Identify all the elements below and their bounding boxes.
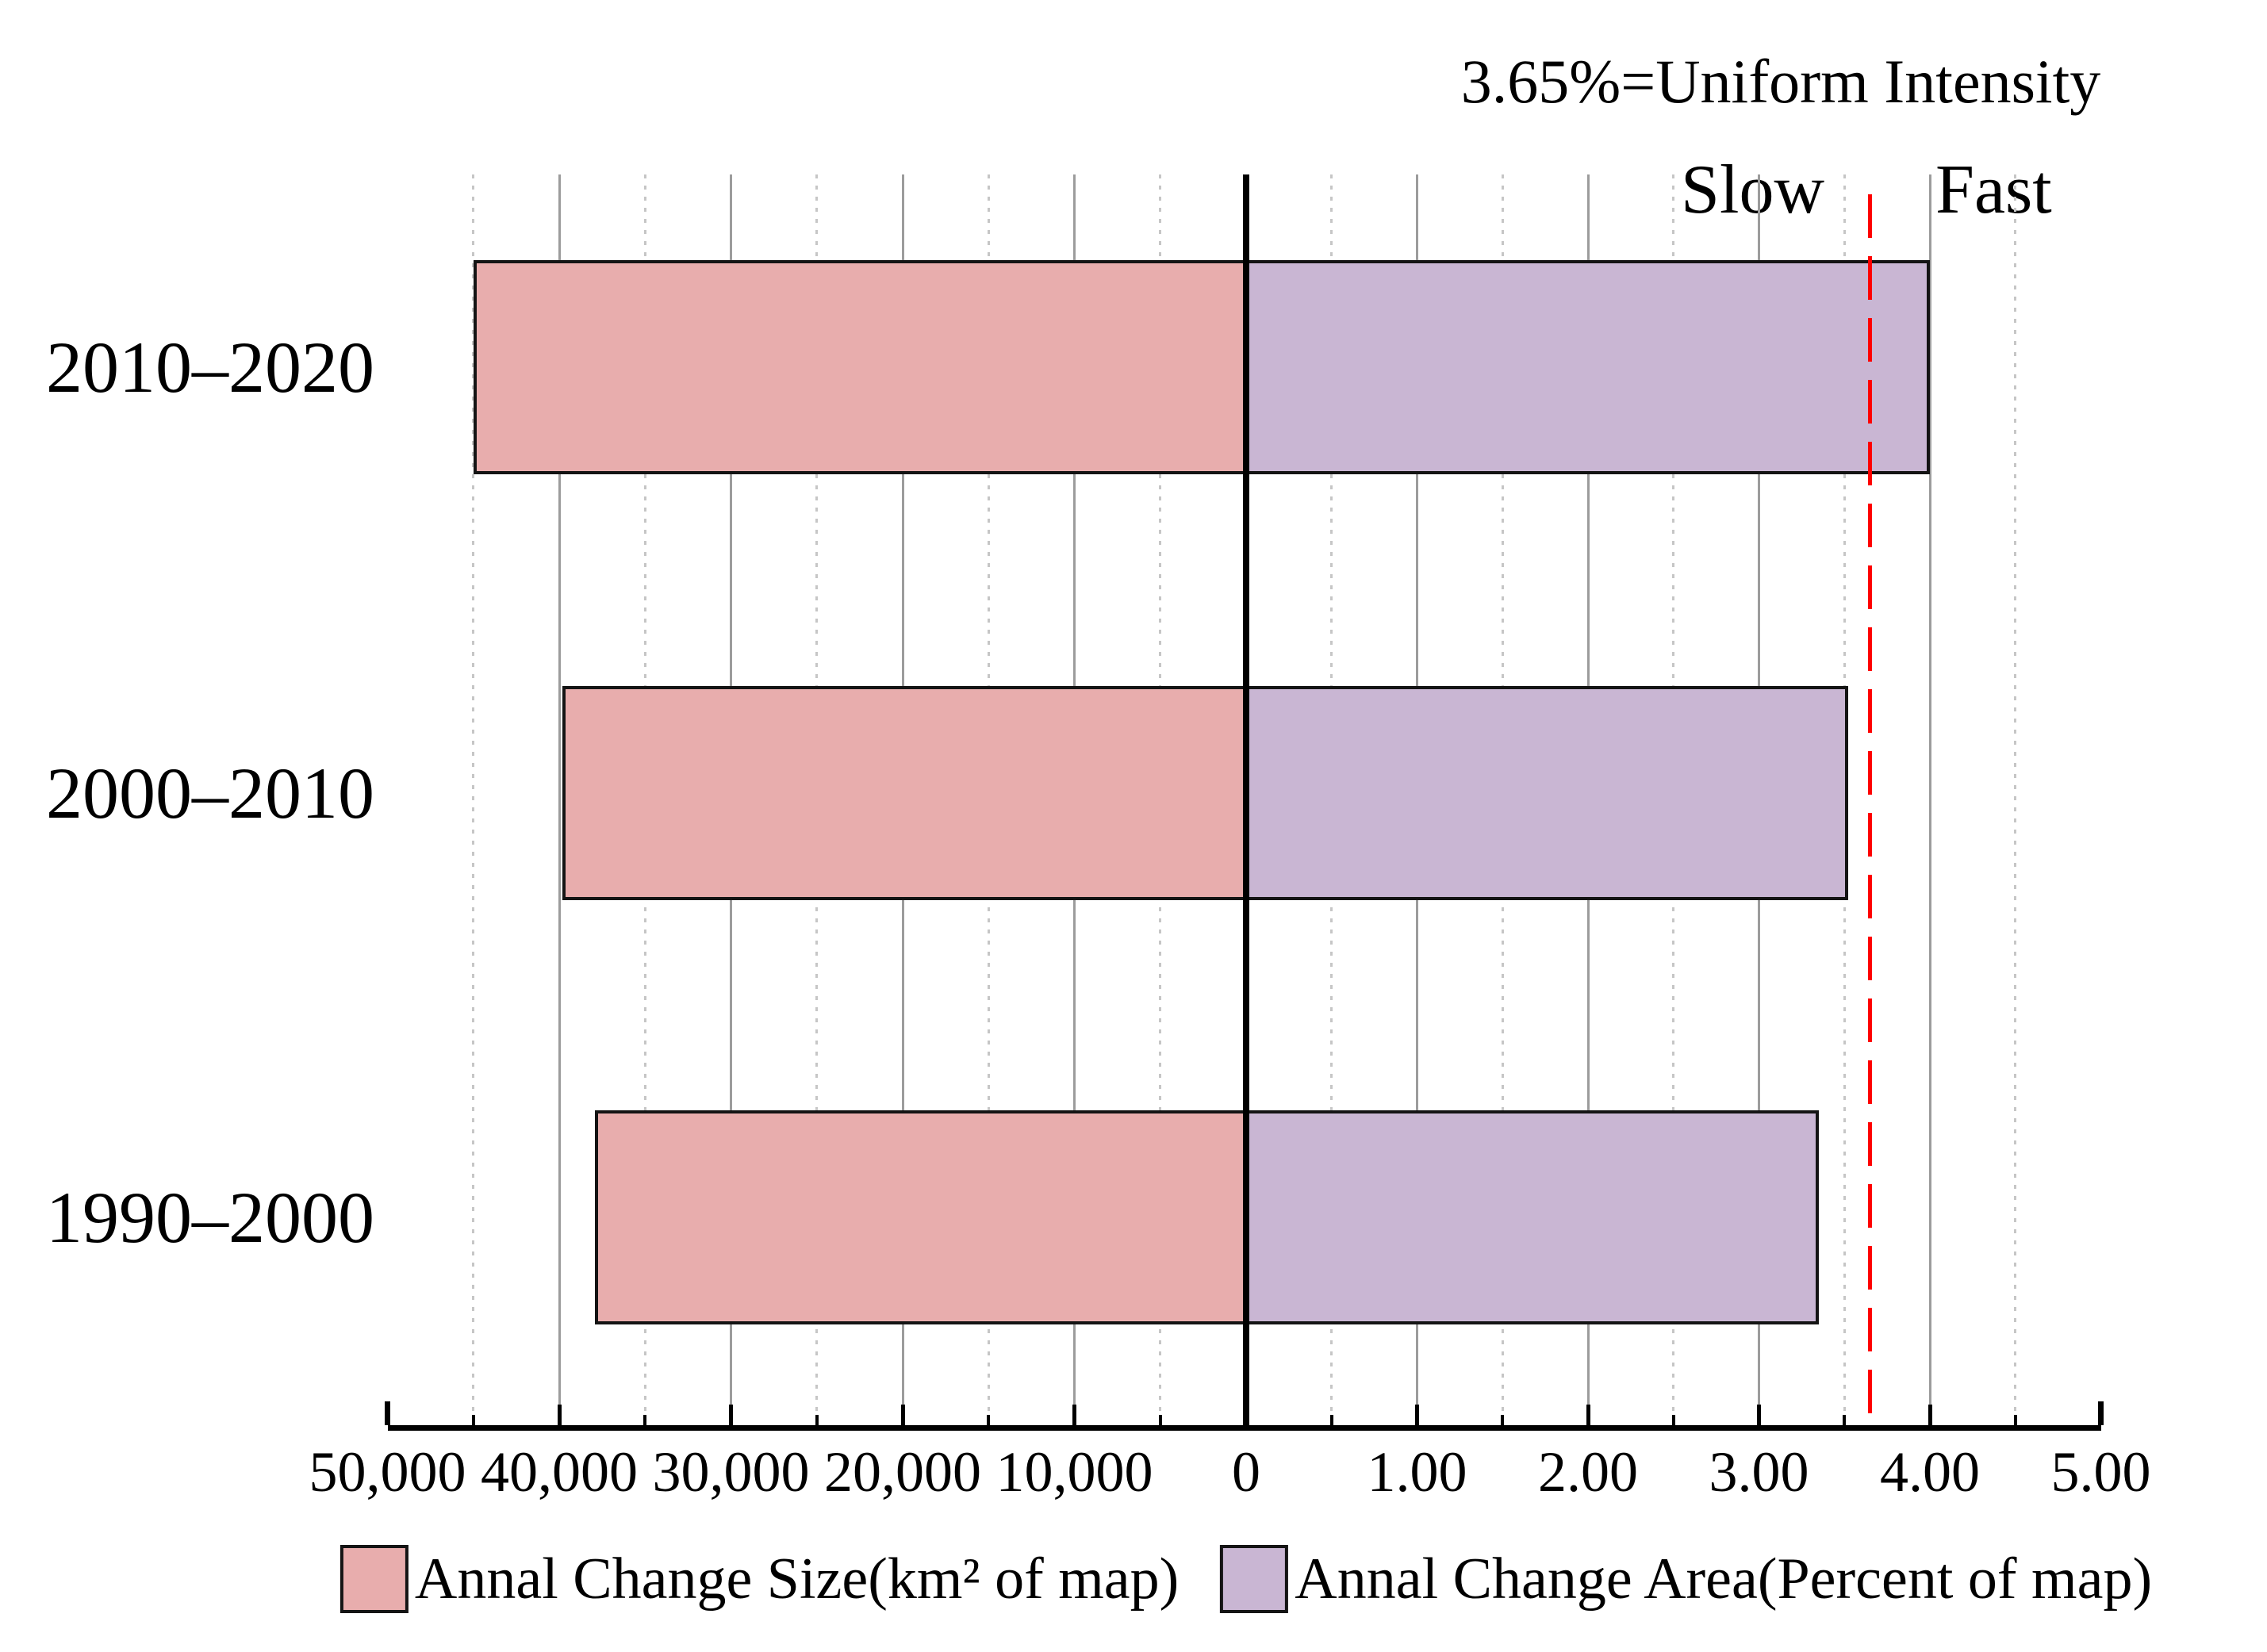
x-axis-line	[388, 1425, 2101, 1431]
category-label: 2010–2020	[46, 327, 374, 408]
x-tick-major	[900, 1405, 905, 1425]
x-tick-major	[1415, 1405, 1419, 1425]
gridline-minor	[2014, 174, 2017, 1425]
x-tick-major	[1072, 1405, 1076, 1425]
zero-axis-line	[1243, 174, 1249, 1425]
legend-swatch-change-size	[339, 1545, 409, 1613]
bar-annal-change-area-1990–2000	[1246, 1110, 1819, 1324]
slow-zone-label: Slow	[1681, 151, 1824, 228]
bar-annal-change-area-2010–2020	[1246, 260, 1930, 474]
legend: Annal Change Size(km² of map) Annal Chang…	[339, 1543, 2152, 1615]
category-label: 2000–2010	[46, 753, 374, 834]
x-tick-minor	[471, 1415, 475, 1425]
x-tick-minor	[987, 1415, 991, 1425]
x-tick-label: 2.00	[1538, 1440, 1638, 1504]
gridline-major	[558, 174, 561, 1425]
x-tick-label: 30,000	[652, 1440, 810, 1504]
x-tick-major	[1586, 1405, 1590, 1425]
x-tick-major	[1928, 1405, 1932, 1425]
uniform-intensity-reference-line	[1868, 194, 1873, 1425]
x-tick-major	[385, 1401, 390, 1425]
x-tick-major	[1757, 1405, 1761, 1425]
x-tick-label: 3.00	[1709, 1440, 1809, 1504]
bar-annal-change-area-2000–2010	[1246, 686, 1848, 900]
bar-annal-change-size-1990–2000	[595, 1110, 1246, 1324]
bar-annal-change-size-2000–2010	[562, 686, 1246, 900]
x-tick-label: 5.00	[2050, 1440, 2151, 1504]
x-tick-minor	[1158, 1415, 1162, 1425]
x-tick-minor	[1501, 1415, 1505, 1425]
gridline-minor	[472, 174, 475, 1425]
x-tick-minor	[1671, 1415, 1675, 1425]
x-tick-label: 20,000	[824, 1440, 981, 1504]
category-label: 1990–2000	[46, 1177, 374, 1258]
x-tick-minor	[1329, 1415, 1333, 1425]
legend-item: Annal Change Size(km² of map)	[339, 1543, 1180, 1615]
x-tick-label: 50,000	[309, 1440, 466, 1504]
x-tick-minor	[643, 1415, 647, 1425]
x-tick-major	[557, 1405, 562, 1425]
fast-zone-label: Fast	[1935, 151, 2052, 228]
x-tick-minor	[815, 1415, 819, 1425]
x-tick-label: 4.00	[1880, 1440, 1980, 1504]
x-tick-label: 0	[1232, 1440, 1260, 1504]
x-tick-minor	[1843, 1415, 1847, 1425]
legend-item: Annal Change Area(Percent of map)	[1220, 1543, 2152, 1615]
x-tick-label: 1.00	[1367, 1440, 1467, 1504]
legend-label: Annal Change Size(km² of map)	[414, 1547, 1180, 1612]
x-tick-label: 40,000	[481, 1440, 638, 1504]
x-tick-minor	[2013, 1415, 2017, 1425]
x-tick-major	[2098, 1401, 2104, 1425]
legend-label: Annal Change Area(Percent of map)	[1295, 1547, 2153, 1612]
x-tick-label: 10,000	[995, 1440, 1153, 1504]
uniform-intensity-title: 3.65%=Uniform Intensity	[1460, 47, 2101, 116]
x-tick-major	[729, 1405, 733, 1425]
gridline-major	[1928, 174, 1931, 1425]
legend-swatch-change-area	[1220, 1545, 1289, 1613]
bar-annal-change-size-2010–2020	[473, 260, 1246, 474]
